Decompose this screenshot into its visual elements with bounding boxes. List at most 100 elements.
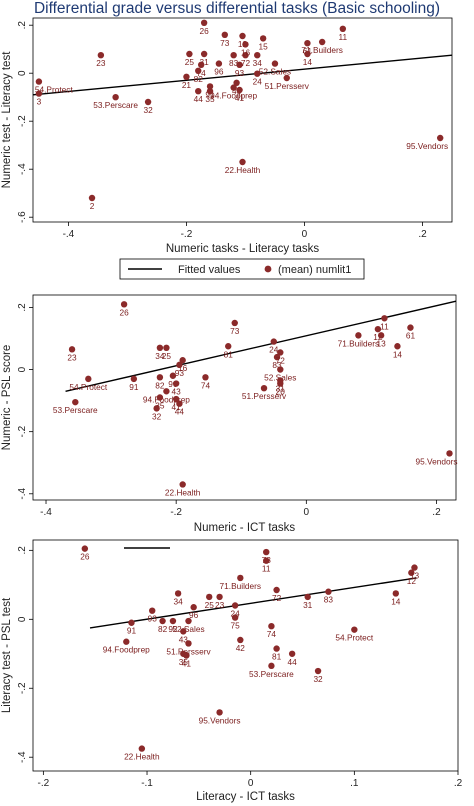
point-label: 94.Foodprep — [103, 645, 150, 655]
point-label: 14 — [391, 596, 401, 606]
x-tick-label: .2 — [454, 778, 463, 789]
x-tick-label: -.2 — [181, 229, 193, 240]
data-point — [176, 400, 183, 407]
point-label: 25 — [162, 351, 172, 361]
data-point — [273, 645, 280, 652]
x-tick-label: 0 — [304, 507, 310, 518]
data-point — [120, 301, 128, 308]
x-tick-label: .2 — [432, 507, 441, 518]
scatter-panel-2: -.4 -.2 0 .2 .2 0 -.2 -.4 Numeric - ICT tasks Num… — [1, 294, 457, 534]
data-point — [195, 67, 202, 75]
data-point — [446, 450, 453, 457]
data-point — [72, 398, 79, 406]
point-label: 31 — [303, 600, 313, 610]
data-point — [186, 50, 193, 58]
data-point — [271, 60, 279, 67]
point-label: 81 — [224, 349, 234, 359]
data-point — [374, 325, 382, 333]
data-point — [242, 52, 249, 59]
point-label: 52.Sales — [259, 67, 291, 77]
point-label: 51.Persserv — [166, 646, 211, 656]
point-label: 71.Builders — [220, 581, 262, 591]
y-tick-label: -.4 — [17, 488, 28, 500]
point-label: 3 — [37, 97, 42, 107]
point-label: 35 — [179, 657, 189, 667]
data-point — [239, 32, 246, 40]
data-point — [318, 38, 326, 46]
data-point — [304, 593, 311, 601]
point-label: 93 — [148, 614, 158, 624]
point-label: 32 — [313, 674, 323, 684]
point-label: 34 — [253, 58, 263, 68]
point-label: 53.Perscare — [93, 100, 138, 110]
data-point — [237, 636, 244, 644]
point-label: 34 — [174, 596, 184, 606]
point-label: 54.Protect — [335, 633, 374, 643]
data-point — [288, 650, 296, 657]
point-label: 41 — [182, 659, 192, 669]
data-point — [268, 662, 275, 670]
x-tick-label: -.4 — [40, 507, 52, 518]
point-label: 24 — [253, 77, 263, 87]
data-point — [206, 593, 213, 601]
data-point — [176, 361, 183, 369]
point-label: 94.Foodprep — [210, 91, 257, 101]
data-point — [381, 315, 388, 322]
y-tick-label: .2 — [17, 21, 28, 30]
legend-points-label: (mean) numlit1 — [278, 264, 351, 276]
data-point — [128, 619, 135, 626]
point-label: 12 — [407, 576, 417, 586]
data-point — [339, 25, 347, 32]
point-label: 53.Perscare — [53, 405, 98, 415]
point-label: 32 — [152, 411, 162, 421]
data-point — [156, 394, 164, 401]
point-label: 31 — [200, 57, 210, 67]
data-point — [231, 602, 239, 609]
point-label: 82 — [158, 624, 168, 634]
y-tick-label: -.4 — [17, 751, 28, 763]
y-tick-label: 0 — [17, 616, 28, 622]
fitted-line — [32, 54, 453, 96]
point-label: 20 — [276, 387, 286, 397]
data-point — [304, 40, 311, 47]
legend: Fitted values (mean) numlit1 — [119, 258, 365, 280]
data-point — [138, 745, 146, 752]
data-point — [153, 405, 160, 412]
point-label: 72 — [272, 593, 282, 603]
point-label: 13 — [410, 571, 420, 581]
point-label: 51.Persserv — [242, 391, 287, 401]
point-label: 41 — [235, 93, 245, 103]
x-axis-label: Numeric tasks - Literacy tasks — [166, 243, 320, 255]
data-point — [411, 564, 418, 571]
x-tick-label: -.2 — [38, 778, 50, 789]
point-label: 26 — [200, 26, 210, 36]
data-point — [221, 31, 228, 38]
data-point — [263, 557, 270, 564]
point-label: 71.Builders — [301, 45, 343, 55]
data-point — [283, 74, 290, 82]
point-label: 51.Persserv — [265, 81, 310, 91]
legend-box — [119, 258, 365, 280]
data-point — [277, 349, 284, 356]
point-label: 96 — [214, 67, 224, 77]
data-point — [185, 617, 192, 625]
point-label: 43 — [172, 387, 182, 397]
data-point — [130, 375, 138, 383]
data-point — [200, 19, 208, 26]
point-label: 31 — [276, 383, 286, 393]
data-point — [172, 380, 180, 387]
data-point — [236, 61, 243, 68]
data-point — [236, 86, 243, 94]
data-point — [163, 388, 170, 395]
data-point — [97, 52, 105, 59]
legend-points-swatch — [264, 265, 272, 273]
point-label: 54.Protect — [69, 382, 108, 392]
point-label: 92 — [168, 624, 178, 634]
data-point — [215, 60, 223, 67]
data-point — [231, 319, 238, 327]
point-label: 93 — [175, 368, 185, 378]
point-label: 11 — [262, 564, 271, 574]
point-label: 44 — [288, 657, 298, 667]
y-tick-label: 0 — [17, 70, 28, 76]
